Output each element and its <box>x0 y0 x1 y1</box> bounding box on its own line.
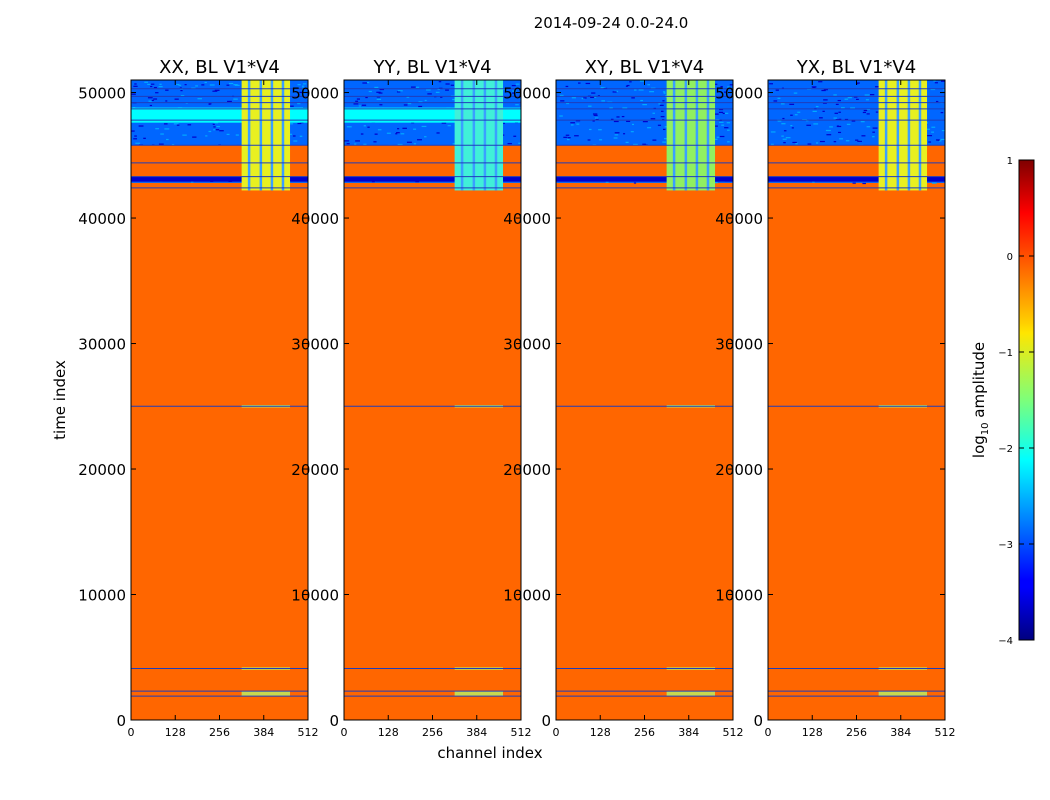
rfi-patch <box>666 691 716 697</box>
colorbar-label-subscript: 10 <box>980 422 991 435</box>
x-tick-label: 384 <box>466 726 487 739</box>
x-tick-label: 512 <box>723 726 744 739</box>
rfi-stripe <box>259 80 263 191</box>
x-tick-label: 128 <box>378 726 399 739</box>
y-tick-label: 40000 <box>503 210 551 228</box>
y-tick-label: 0 <box>116 712 126 730</box>
y-tick-label: 20000 <box>78 461 126 479</box>
rfi-stripe <box>684 80 688 191</box>
y-axis-label: time index <box>51 360 69 440</box>
x-tick-label: 256 <box>422 726 443 739</box>
colorbar-label-prefix: log <box>970 435 988 458</box>
x-tick-label: 512 <box>511 726 532 739</box>
heatmap-panels: XX, BL V1*V4 0 128 256 384 512 0 10000 20000 3000… <box>78 57 955 739</box>
x-tick-label: 384 <box>890 726 911 739</box>
y-tick-label: 0 <box>329 712 339 730</box>
y-tick-label: 10000 <box>715 587 763 605</box>
colorbar-tick-label: −1 <box>998 348 1013 359</box>
y-tick-label: 20000 <box>503 461 551 479</box>
heatmap-panel: XX, BL V1*V4 0 128 256 384 512 0 10000 20000 3000… <box>78 57 318 739</box>
rfi-patch <box>878 691 928 697</box>
rfi-patch <box>454 691 504 697</box>
x-tick-label: 0 <box>341 726 348 739</box>
y-tick-label: 50000 <box>715 85 763 103</box>
noise-strip <box>556 176 733 182</box>
panel-title: YX, BL V1*V4 <box>796 57 916 78</box>
y-tick-label: 50000 <box>503 85 551 103</box>
y-tick-label: 10000 <box>503 587 551 605</box>
x-tick-label: 512 <box>298 726 319 739</box>
rfi-stripe <box>483 80 487 191</box>
heatmap-panel: YX, BL V1*V4 0 128 256 384 512 0 10000 20000 3000… <box>715 57 955 739</box>
colorbar-label: log10 amplitude <box>970 342 991 458</box>
x-tick-label: 0 <box>765 726 772 739</box>
y-tick-label: 30000 <box>78 336 126 354</box>
rfi-stripe <box>884 80 888 191</box>
y-tick-label: 10000 <box>78 587 126 605</box>
rfi-stripe <box>270 80 274 191</box>
x-tick-label: 0 <box>128 726 135 739</box>
y-tick-label: 50000 <box>78 85 126 103</box>
rfi-stripe <box>907 80 911 191</box>
y-tick-label: 0 <box>753 712 763 730</box>
x-tick-label: 0 <box>553 726 560 739</box>
rfi-stripe <box>918 80 922 191</box>
y-tick-label: 30000 <box>715 336 763 354</box>
colorbar-ticks: 1 0 −1 −2 −3 −4 <box>998 156 1034 647</box>
colorbar-tick-label: −4 <box>998 636 1013 647</box>
rfi-stripe <box>672 80 676 191</box>
colorbar-tick-label: 0 <box>1007 252 1013 263</box>
rfi-stripe <box>494 80 498 191</box>
heatmap-panel: XY, BL V1*V4 0 128 256 384 512 0 10000 20000 3000… <box>503 57 743 739</box>
noise-strip <box>344 176 521 182</box>
rfi-stripe <box>706 80 710 191</box>
rfi-stripe <box>896 80 900 191</box>
rfi-stripe <box>247 80 251 191</box>
rfi-stripe <box>281 80 285 191</box>
x-tick-label: 256 <box>209 726 230 739</box>
colorbar-label-suffix: amplitude <box>970 342 988 423</box>
panel-title: YY, BL V1*V4 <box>372 57 491 78</box>
panel-title: XY, BL V1*V4 <box>585 57 704 78</box>
noise-strip <box>131 176 308 182</box>
x-tick-label: 128 <box>590 726 611 739</box>
x-tick-label: 512 <box>935 726 956 739</box>
colorbar-gradient <box>1018 159 1035 641</box>
rfi-stripe <box>472 80 476 191</box>
y-tick-label: 20000 <box>715 461 763 479</box>
panel-title: XX, BL V1*V4 <box>159 57 280 78</box>
y-tick-label: 30000 <box>291 336 339 354</box>
x-tick-label: 384 <box>253 726 274 739</box>
y-tick-label: 40000 <box>291 210 339 228</box>
rfi-patch <box>241 691 291 697</box>
figure-suptitle: 2014-09-24 0.0-24.0 <box>534 14 689 32</box>
y-tick-label: 40000 <box>78 210 126 228</box>
x-tick-label: 128 <box>165 726 186 739</box>
x-tick-label: 256 <box>846 726 867 739</box>
heatmap-panel: YY, BL V1*V4 0 128 256 384 512 0 10000 20000 3000… <box>291 57 531 739</box>
y-tick-label: 10000 <box>291 587 339 605</box>
y-tick-label: 50000 <box>291 85 339 103</box>
y-tick-label: 20000 <box>291 461 339 479</box>
x-tick-label: 128 <box>802 726 823 739</box>
x-axis-label: channel index <box>437 744 542 762</box>
rfi-stripe <box>695 80 699 191</box>
colorbar-tick-label: −2 <box>998 444 1013 455</box>
y-tick-label: 0 <box>541 712 551 730</box>
colorbar: 10−1−2−3−4 log10 amplitude <box>970 156 1035 647</box>
x-tick-label: 256 <box>634 726 655 739</box>
x-tick-label: 384 <box>678 726 699 739</box>
y-tick-label: 40000 <box>715 210 763 228</box>
rfi-stripe <box>460 80 464 191</box>
colorbar-tick-label: 1 <box>1007 156 1013 167</box>
colorbar-tick-label: −3 <box>998 540 1013 551</box>
noise-strip <box>768 176 945 182</box>
y-tick-label: 30000 <box>503 336 551 354</box>
